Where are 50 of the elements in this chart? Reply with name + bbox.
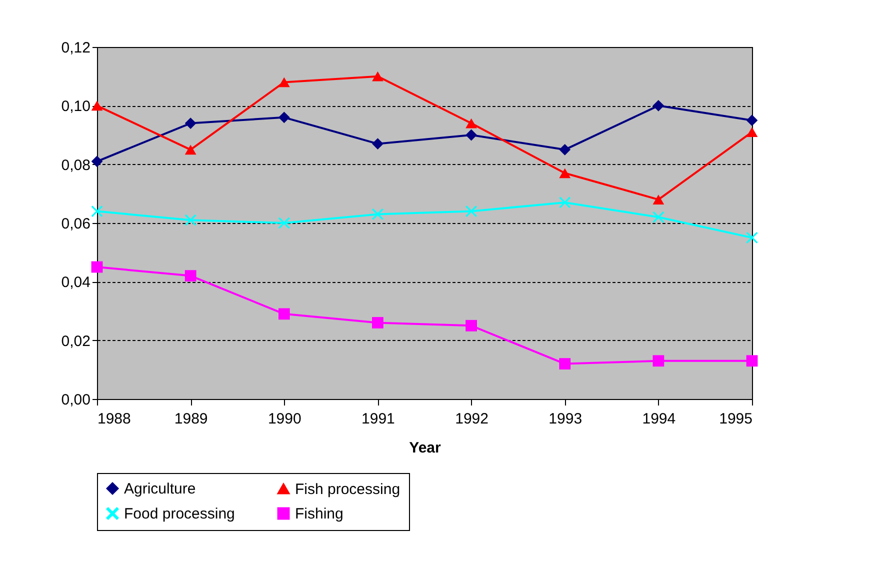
point xyxy=(278,77,290,88)
point xyxy=(91,261,103,273)
legend-label: Fish processing xyxy=(295,480,400,498)
x-axis-title: Year xyxy=(409,440,442,456)
point xyxy=(652,355,664,367)
x-tick-label: 1992 xyxy=(455,410,488,428)
point xyxy=(652,211,664,223)
y-tick-label: 0,04 xyxy=(61,274,90,292)
point xyxy=(278,217,290,229)
y-tick-label: 0,02 xyxy=(61,332,90,350)
point xyxy=(746,127,758,138)
point xyxy=(746,114,758,126)
x-tick-label: 1994 xyxy=(642,410,676,428)
point xyxy=(372,71,384,82)
point xyxy=(466,320,477,332)
x-tick-label: 1990 xyxy=(268,410,302,428)
legend-label: Fishing xyxy=(295,506,344,522)
y-tick-label: 0,00 xyxy=(61,392,90,408)
point xyxy=(91,156,103,168)
point xyxy=(184,144,196,155)
point xyxy=(559,196,571,208)
point xyxy=(91,100,103,111)
y-tick-label: 0,06 xyxy=(61,216,90,232)
point xyxy=(559,168,571,178)
point xyxy=(466,129,477,141)
point xyxy=(184,270,196,282)
point xyxy=(652,100,664,112)
x-tick-label: 1989 xyxy=(174,410,208,428)
x-tick-label: 1988 xyxy=(98,410,131,428)
point xyxy=(184,118,196,129)
x-tick-label: 1995 xyxy=(719,410,752,428)
point xyxy=(372,138,384,150)
point xyxy=(559,358,571,370)
y-tick-label: 0,08 xyxy=(61,156,90,174)
point xyxy=(278,112,290,124)
y-tick-label: 0,12 xyxy=(61,40,90,56)
y-tick-label: 0,10 xyxy=(61,98,90,116)
point xyxy=(746,355,758,367)
x-tick-label: 1991 xyxy=(362,410,395,428)
point xyxy=(184,214,196,226)
point xyxy=(372,317,384,328)
point xyxy=(278,308,290,320)
point xyxy=(466,206,477,217)
x-tick-label: 1993 xyxy=(548,410,582,428)
point xyxy=(466,118,477,128)
point xyxy=(652,194,664,204)
point xyxy=(372,208,384,220)
point xyxy=(559,144,571,156)
legend-label: Agriculture xyxy=(124,480,196,498)
legend-label: Food processing xyxy=(124,506,235,522)
